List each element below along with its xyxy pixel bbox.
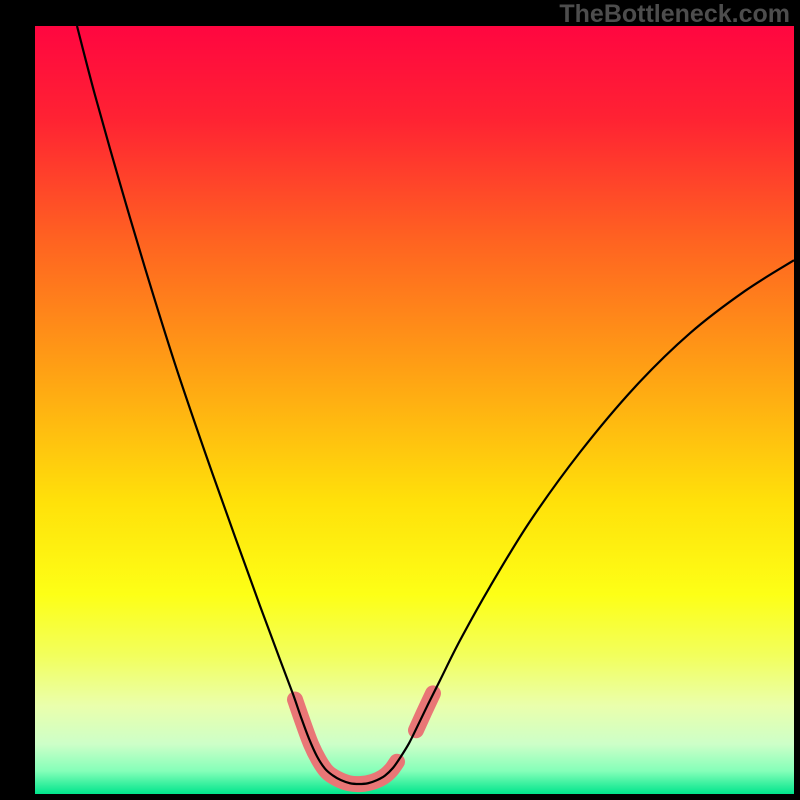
watermark: TheBottleneck.com [559, 0, 790, 29]
plot-area [35, 26, 794, 794]
frame-right [794, 0, 800, 800]
gradient-background [35, 26, 794, 794]
plot-svg [35, 26, 794, 794]
frame-left [0, 0, 35, 800]
frame-bottom [0, 794, 800, 800]
